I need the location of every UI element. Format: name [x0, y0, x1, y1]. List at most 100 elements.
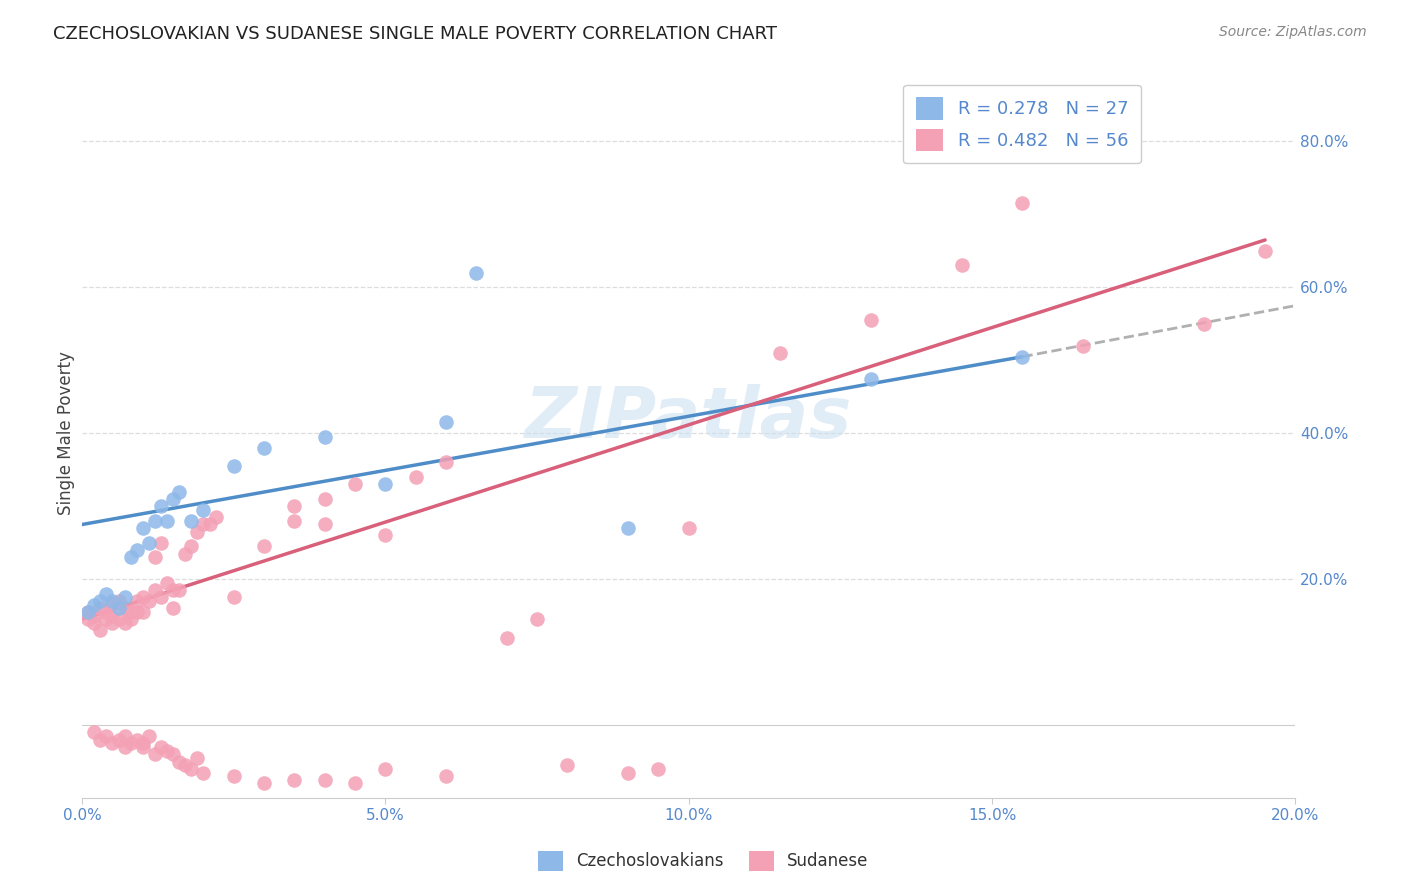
Point [89, 601, 111, 615]
Point [374, 762, 396, 776]
Point [167, 755, 190, 769]
Point [495, 631, 517, 645]
Point [314, 430, 336, 444]
Point [89, 732, 111, 747]
Point [193, 765, 215, 780]
Point [374, 528, 396, 542]
Point [89, 594, 111, 608]
Point [186, 524, 208, 539]
Point [186, 751, 208, 765]
Point [143, 514, 166, 528]
Point [132, 605, 155, 619]
Point [162, 491, 184, 506]
Point [96, 612, 118, 626]
Point [101, 615, 124, 630]
Point [101, 594, 124, 608]
Text: CZECHOSLOVAKIAN VS SUDANESE SINGLE MALE POVERTY CORRELATION CHART: CZECHOSLOVAKIAN VS SUDANESE SINGLE MALE … [53, 25, 778, 43]
Point [193, 517, 215, 532]
Point [96, 729, 118, 743]
Point [678, 521, 700, 535]
Point [114, 739, 136, 754]
Point [143, 583, 166, 598]
Point [180, 514, 202, 528]
Point [193, 503, 215, 517]
Point [434, 455, 457, 469]
Point [283, 500, 305, 514]
Point [156, 575, 179, 590]
Point [222, 591, 245, 605]
Legend: Czechoslovakians, Sudanese: Czechoslovakians, Sudanese [530, 842, 876, 880]
Point [143, 747, 166, 762]
Point [132, 591, 155, 605]
Point [950, 259, 973, 273]
Point [107, 594, 129, 608]
Point [167, 484, 190, 499]
Point [120, 605, 142, 619]
Point [314, 517, 336, 532]
Point [283, 772, 305, 787]
Point [314, 491, 336, 506]
Point [114, 729, 136, 743]
Point [156, 744, 179, 758]
Point [1194, 317, 1216, 331]
Point [167, 583, 190, 598]
Point [859, 313, 882, 327]
Point [150, 739, 173, 754]
Point [83, 615, 105, 630]
Point [125, 605, 148, 619]
Point [526, 612, 548, 626]
Point [253, 540, 276, 554]
Point [120, 550, 142, 565]
Point [174, 547, 197, 561]
Point [617, 765, 640, 780]
Point [83, 598, 105, 612]
Point [150, 591, 173, 605]
Point [162, 583, 184, 598]
Point [96, 587, 118, 601]
Point [283, 514, 305, 528]
Point [138, 535, 160, 549]
Point [107, 601, 129, 615]
Text: ZIPatlas: ZIPatlas [524, 384, 852, 453]
Point [101, 608, 124, 623]
Point [405, 470, 427, 484]
Point [125, 543, 148, 558]
Point [150, 535, 173, 549]
Point [222, 459, 245, 474]
Point [114, 601, 136, 615]
Point [180, 762, 202, 776]
Point [125, 594, 148, 608]
Point [132, 521, 155, 535]
Point [107, 732, 129, 747]
Point [1254, 244, 1277, 258]
Legend: R = 0.278   N = 27, R = 0.482   N = 56: R = 0.278 N = 27, R = 0.482 N = 56 [904, 85, 1140, 163]
Point [617, 521, 640, 535]
Point [132, 736, 155, 750]
Point [557, 758, 579, 772]
Point [647, 762, 669, 776]
Point [174, 758, 197, 772]
Point [83, 725, 105, 739]
Point [120, 612, 142, 626]
Point [77, 605, 100, 619]
Point [434, 415, 457, 429]
Point [101, 598, 124, 612]
Point [162, 601, 184, 615]
Point [434, 769, 457, 783]
Point [96, 605, 118, 619]
Point [156, 514, 179, 528]
Point [465, 266, 488, 280]
Point [162, 747, 184, 762]
Point [1011, 350, 1033, 364]
Point [253, 441, 276, 455]
Point [83, 608, 105, 623]
Point [107, 612, 129, 626]
Point [859, 371, 882, 385]
Point [114, 591, 136, 605]
Point [77, 605, 100, 619]
Point [253, 776, 276, 790]
Point [180, 540, 202, 554]
Point [344, 477, 367, 491]
Point [204, 510, 226, 524]
Point [222, 769, 245, 783]
